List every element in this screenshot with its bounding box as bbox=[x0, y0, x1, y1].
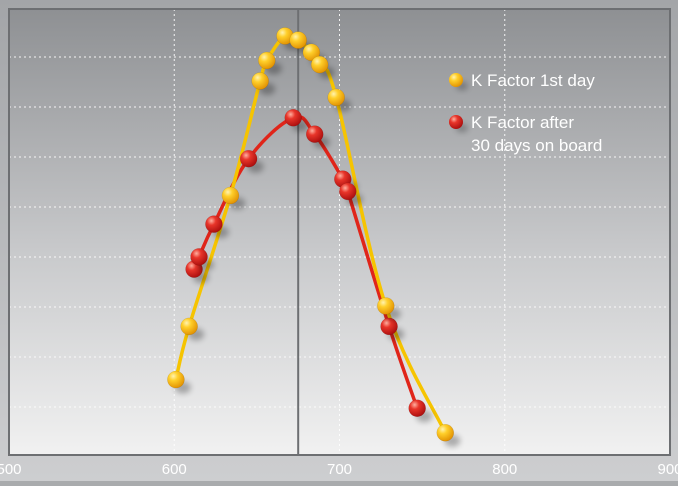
x-tick-label: 700 bbox=[327, 461, 352, 478]
x-tick-label: 600 bbox=[162, 461, 187, 478]
series-1st-day-marker bbox=[377, 297, 395, 315]
series-1st-day-marker bbox=[258, 51, 276, 70]
x-tick-label: 500 bbox=[0, 461, 22, 478]
series-30-days-marker bbox=[205, 215, 223, 233]
series-30-days-marker bbox=[408, 399, 426, 417]
plot-border bbox=[8, 8, 671, 456]
series-1st-day-marker bbox=[310, 55, 329, 74]
series-30-days-marker bbox=[284, 109, 302, 127]
plot-area-group: 500 600 700 800 900 K Factor 1st day K Factor … bbox=[0, 8, 678, 478]
x-tick-label: 900 bbox=[657, 461, 678, 478]
series-30-days-marker bbox=[190, 248, 208, 266]
legend-marker-series-30-days bbox=[449, 115, 463, 129]
legend-label-series-1st-day: K Factor 1st day bbox=[471, 71, 595, 90]
series-1st-day-marker bbox=[327, 88, 345, 107]
series-30-days-marker bbox=[239, 149, 258, 168]
series-1st-day-marker bbox=[436, 423, 455, 442]
legend-marker-series-1st-day bbox=[449, 73, 463, 87]
series-30-days-marker bbox=[380, 317, 398, 336]
series-1st-day-marker bbox=[167, 370, 185, 389]
series-1st-day-marker bbox=[251, 72, 269, 90]
legend-label-series-30-days: 30 days on board bbox=[471, 136, 602, 155]
series-1st-day-marker bbox=[302, 43, 321, 62]
series-1st-day-marker bbox=[180, 317, 198, 336]
legend-label-series-30-days: K Factor after bbox=[471, 113, 574, 132]
series-30-days-marker bbox=[305, 125, 324, 143]
series-1st-day-marker bbox=[289, 31, 307, 49]
series-30-days-marker bbox=[339, 182, 357, 201]
series-1st-day-marker bbox=[221, 186, 240, 205]
x-tick-label: 800 bbox=[492, 461, 517, 478]
